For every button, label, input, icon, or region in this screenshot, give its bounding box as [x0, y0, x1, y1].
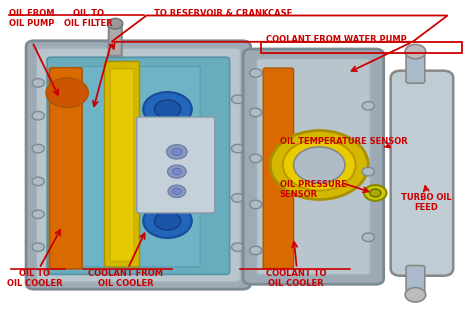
FancyBboxPatch shape — [137, 117, 215, 213]
Circle shape — [172, 148, 182, 155]
Text: OIL TO
OIL COOLER: OIL TO OIL COOLER — [7, 269, 62, 288]
Circle shape — [270, 130, 368, 200]
Circle shape — [46, 78, 88, 108]
Circle shape — [250, 246, 262, 255]
Circle shape — [362, 167, 374, 176]
Text: OIL TO
OIL FILTER: OIL TO OIL FILTER — [64, 9, 112, 28]
Circle shape — [32, 79, 44, 87]
FancyBboxPatch shape — [263, 68, 293, 269]
Circle shape — [231, 194, 244, 202]
Circle shape — [32, 177, 44, 186]
Circle shape — [32, 112, 44, 120]
Text: COOLANT TO
OIL COOLER: COOLANT TO OIL COOLER — [265, 269, 326, 288]
Circle shape — [231, 144, 244, 153]
FancyBboxPatch shape — [391, 71, 453, 276]
Circle shape — [168, 185, 186, 198]
Circle shape — [231, 95, 244, 104]
FancyBboxPatch shape — [47, 57, 229, 275]
FancyBboxPatch shape — [49, 68, 82, 269]
Circle shape — [155, 212, 181, 230]
Text: COOLANT FROM
OIL COOLER: COOLANT FROM OIL COOLER — [88, 269, 163, 288]
Text: OIL FROM
OIL PUMP: OIL FROM OIL PUMP — [9, 9, 55, 28]
FancyBboxPatch shape — [406, 266, 425, 298]
Circle shape — [166, 145, 187, 159]
Circle shape — [250, 108, 262, 117]
Circle shape — [362, 233, 374, 242]
Circle shape — [250, 200, 262, 209]
Circle shape — [172, 168, 182, 175]
Circle shape — [32, 243, 44, 251]
Circle shape — [364, 185, 386, 201]
Circle shape — [293, 147, 345, 183]
Text: TO RESERVOIR & CRANKCASE: TO RESERVOIR & CRANKCASE — [154, 9, 292, 18]
Circle shape — [405, 45, 426, 59]
Circle shape — [108, 18, 123, 29]
Circle shape — [173, 188, 181, 194]
Circle shape — [362, 102, 374, 110]
Circle shape — [283, 139, 356, 191]
FancyBboxPatch shape — [104, 61, 139, 267]
Circle shape — [143, 92, 192, 126]
Circle shape — [143, 204, 192, 238]
Text: TURBO OIL
FEED: TURBO OIL FEED — [401, 193, 452, 212]
Circle shape — [370, 189, 381, 197]
Circle shape — [167, 165, 186, 178]
FancyBboxPatch shape — [406, 51, 425, 83]
Text: COOLANT FROM WATER PUMP: COOLANT FROM WATER PUMP — [265, 35, 406, 44]
Circle shape — [32, 210, 44, 218]
Circle shape — [231, 243, 244, 251]
Circle shape — [250, 69, 262, 77]
Text: OIL TEMPERATURE SENSOR: OIL TEMPERATURE SENSOR — [280, 138, 407, 147]
FancyBboxPatch shape — [79, 66, 200, 267]
FancyBboxPatch shape — [109, 23, 122, 56]
FancyBboxPatch shape — [26, 41, 251, 289]
FancyBboxPatch shape — [36, 48, 241, 282]
FancyBboxPatch shape — [256, 58, 371, 275]
Circle shape — [32, 144, 44, 153]
Text: OIL PRESSURE
SENSOR: OIL PRESSURE SENSOR — [280, 180, 346, 199]
Circle shape — [405, 287, 426, 302]
Circle shape — [155, 100, 181, 118]
FancyBboxPatch shape — [243, 49, 383, 284]
FancyBboxPatch shape — [110, 69, 134, 261]
Circle shape — [250, 154, 262, 163]
